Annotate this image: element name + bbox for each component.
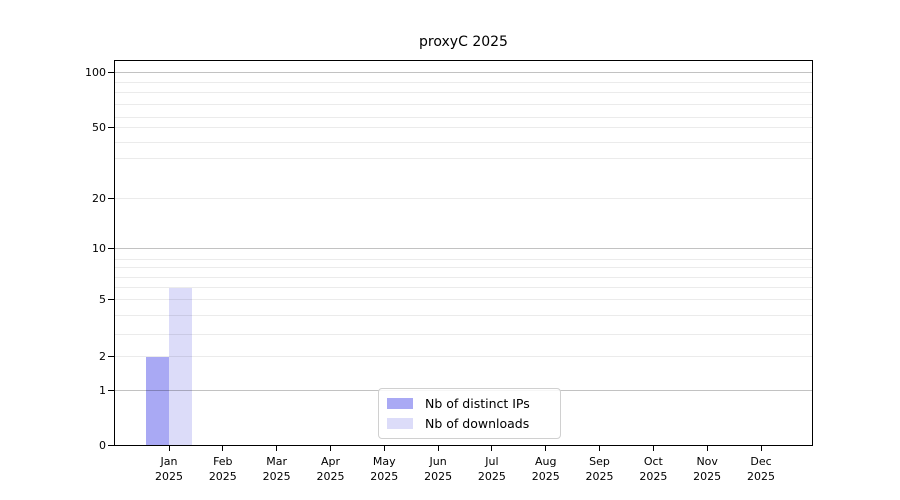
y-tick-label-20: 20 (92, 192, 106, 206)
legend-swatch-downloads-icon (387, 418, 413, 429)
y-tick-label-50: 50 (92, 120, 106, 134)
gridline-minor-70 (115, 103, 812, 105)
gridline-minor-60 (115, 116, 812, 118)
x-tick-jan (168, 446, 170, 451)
y-tick-label-1: 1 (99, 384, 106, 398)
gridline-minor-20 (115, 198, 812, 200)
legend-label-distinct-ips: Nb of distinct IPs (425, 396, 530, 411)
x-tick-label-aug: Aug 2025 (531, 455, 560, 483)
y-tick-2 (108, 356, 114, 358)
y-tick-50 (108, 126, 114, 128)
legend: Nb of distinct IPs Nb of downloads (378, 388, 561, 439)
plot-area: 0 1 2 5 10 20 50 100 Jan 2025 Feb 2025 Mar 2025 Ap… (85, 60, 813, 483)
x-tick-may (383, 446, 385, 451)
gridline-minor-50 (115, 126, 812, 128)
y-tick-label-100: 100 (85, 65, 106, 79)
bar-nb-of-distinct-ips-jan (146, 356, 169, 445)
gridline-minor-8 (115, 267, 812, 269)
legend-swatch-distinct-ips-icon (387, 398, 413, 409)
x-tick-label-feb: Feb 2025 (208, 455, 237, 483)
legend-item-distinct-ips: Nb of distinct IPs (387, 395, 549, 412)
y-tick-100 (108, 71, 114, 73)
x-tick-aug (545, 446, 547, 451)
x-tick-apr (329, 446, 331, 451)
gridline-minor-9 (115, 258, 812, 260)
x-tick-label-may: May 2025 (370, 455, 399, 483)
gridline-minor-40 (115, 141, 812, 143)
y-tick-1 (108, 390, 114, 392)
x-tick-label-apr: Apr 2025 (316, 455, 345, 483)
legend-label-downloads: Nb of downloads (425, 416, 530, 431)
x-tick-label-jul: Jul 2025 (477, 455, 506, 483)
x-tick-label-dec: Dec 2025 (747, 455, 775, 483)
gridline-major-10 (115, 247, 812, 249)
chart-title: proxyC 2025 (419, 34, 508, 50)
x-tick-label-mar: Mar 2025 (262, 455, 291, 483)
x-tick-jun (437, 446, 439, 451)
gridline-minor-5 (115, 298, 812, 300)
legend-item-downloads: Nb of downloads (387, 415, 549, 432)
x-tick-feb (222, 446, 224, 451)
gridline-minor-4 (115, 315, 812, 317)
y-tick-label-0: 0 (99, 438, 106, 452)
y-tick-20 (108, 198, 114, 200)
gridline-minor-2 (115, 356, 812, 358)
x-tick-label-oct: Oct 2025 (639, 455, 668, 483)
y-tick-10 (108, 247, 114, 249)
y-tick-0 (108, 444, 114, 446)
x-tick-dec (760, 446, 762, 451)
gridline-minor-6 (115, 287, 812, 289)
y-tick-5 (108, 298, 114, 300)
gridline-minor-30 (115, 158, 812, 160)
x-tick-jul (491, 446, 493, 451)
x-tick-label-nov: Nov 2025 (693, 455, 722, 483)
x-tick-nov (706, 446, 708, 451)
y-tick-label-10: 10 (92, 241, 106, 255)
gridline-major-100 (115, 71, 812, 73)
x-tick-oct (652, 446, 654, 451)
bar-nb-of-downloads-jan (169, 287, 192, 445)
x-tick-mar (276, 446, 278, 451)
gridline-minor-90 (115, 81, 812, 83)
gridline-minor-3 (115, 333, 812, 335)
x-tick-sep (599, 446, 601, 451)
x-tick-label-jan: Jan 2025 (155, 455, 183, 483)
y-tick-label-5: 5 (99, 292, 106, 306)
gridline-minor-7 (115, 277, 812, 279)
y-tick-label-2: 2 (99, 350, 106, 364)
x-tick-label-jun: Jun 2025 (424, 455, 453, 483)
gridline-minor-80 (115, 92, 812, 94)
x-tick-label-sep: Sep 2025 (585, 455, 614, 483)
